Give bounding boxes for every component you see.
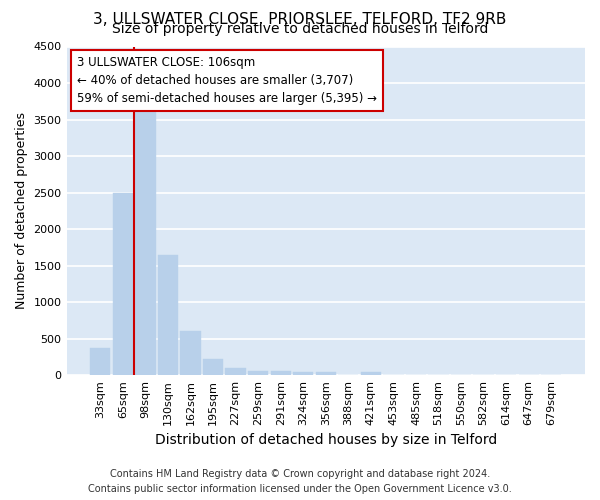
Text: Size of property relative to detached houses in Telford: Size of property relative to detached ho… [112, 22, 488, 36]
Bar [90, 348, 110, 375]
Bar [203, 358, 223, 375]
Bar [113, 192, 133, 375]
Text: Contains HM Land Registry data © Crown copyright and database right 2024.
Contai: Contains HM Land Registry data © Crown c… [88, 469, 512, 494]
Bar [181, 332, 200, 375]
Bar [158, 254, 178, 375]
Text: 3, ULLSWATER CLOSE, PRIORSLEE, TELFORD, TF2 9RB: 3, ULLSWATER CLOSE, PRIORSLEE, TELFORD, … [94, 12, 506, 28]
Bar [135, 102, 155, 375]
Bar [293, 372, 313, 375]
X-axis label: Distribution of detached houses by size in Telford: Distribution of detached houses by size … [155, 434, 497, 448]
Bar [271, 371, 291, 375]
Bar [361, 372, 381, 375]
Bar [226, 368, 246, 375]
Bar [248, 371, 268, 375]
Y-axis label: Number of detached properties: Number of detached properties [15, 112, 28, 310]
Bar [316, 372, 336, 375]
Text: 3 ULLSWATER CLOSE: 106sqm
← 40% of detached houses are smaller (3,707)
59% of se: 3 ULLSWATER CLOSE: 106sqm ← 40% of detac… [77, 56, 377, 106]
